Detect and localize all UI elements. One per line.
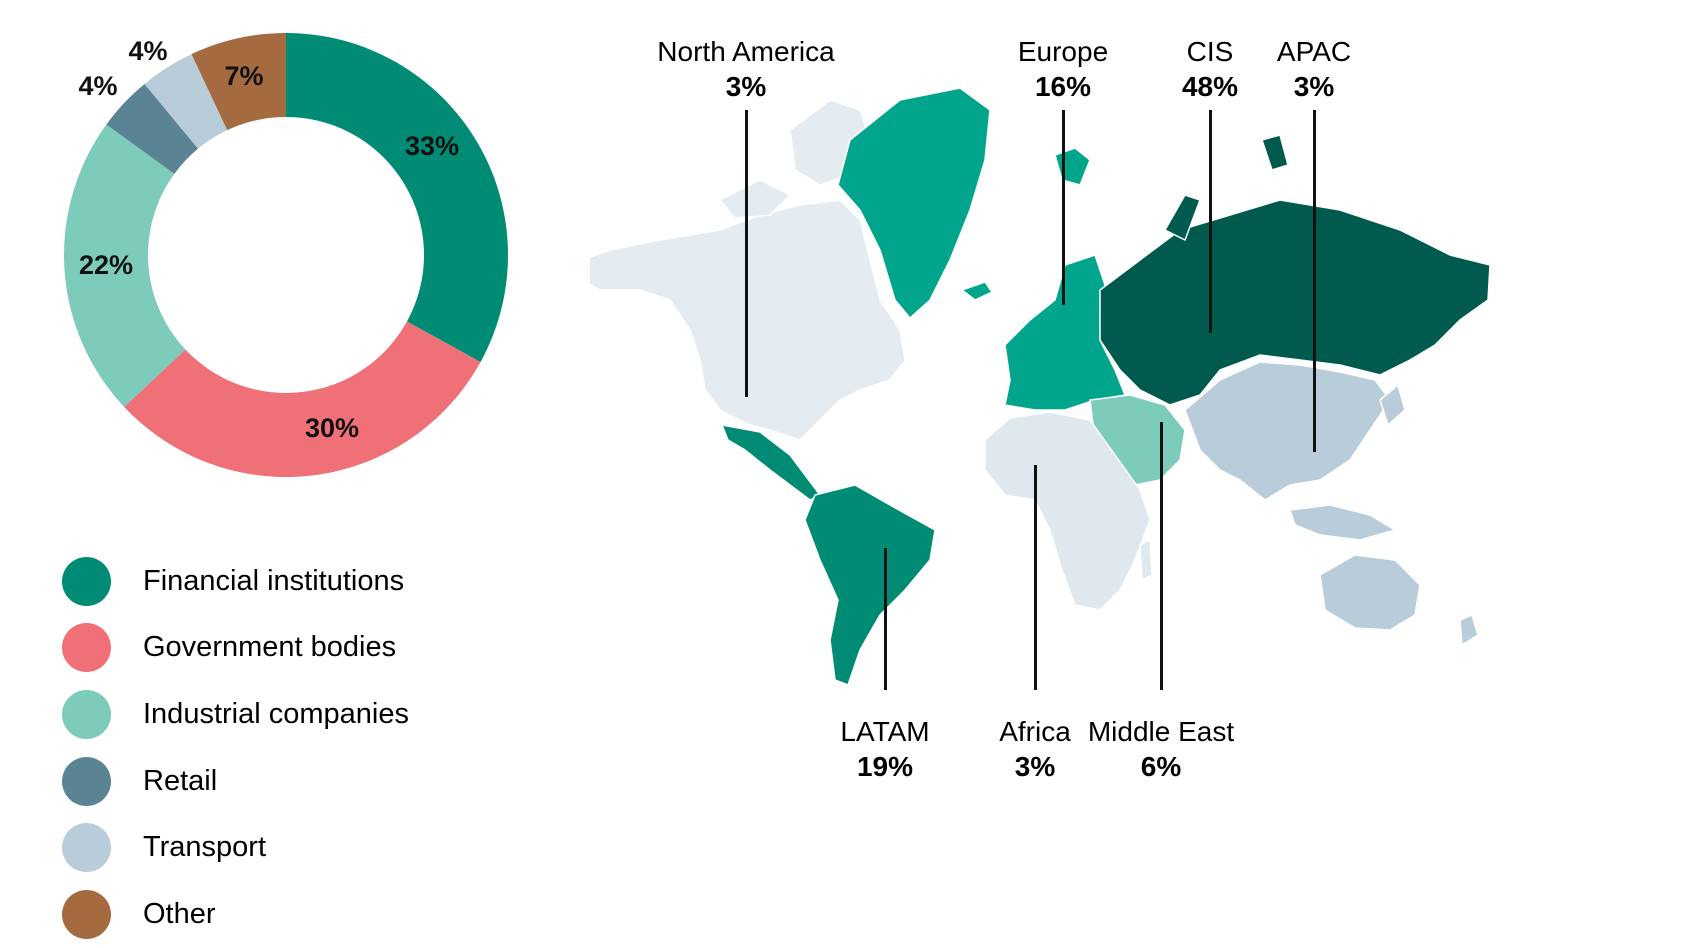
region-name: Middle East: [1087, 716, 1235, 747]
map-north-america: [590, 199, 906, 441]
legend-swatch: [62, 756, 111, 806]
region-percent: 19%: [856, 751, 914, 782]
map-cis: [1099, 199, 1491, 406]
region-name: LATAM: [840, 716, 930, 747]
donut-value-label: 4%: [128, 36, 167, 66]
leader-line: [1208, 110, 1212, 333]
legend-item: Other: [62, 881, 409, 948]
region-percent: 16%: [1034, 71, 1092, 102]
donut-slice-financial-institutions: [286, 33, 508, 362]
world-map: [590, 87, 1491, 686]
legend-label: Industrial companies: [143, 697, 409, 730]
donut-value-label: 33%: [405, 131, 459, 161]
donut-slice-retail: [106, 83, 199, 174]
map-africa: [984, 411, 1151, 611]
region-label-cis: CIS 48%: [1182, 34, 1238, 104]
region-label-latam: LATAM 19%: [840, 714, 929, 784]
region-percent: 3%: [1293, 71, 1335, 102]
map-new-zealand: [1459, 613, 1479, 647]
map-iceland: [960, 281, 994, 301]
legend-label: Transport: [143, 831, 267, 864]
region-label-apac: APAC 3%: [1277, 34, 1351, 104]
leader-line: [1312, 110, 1316, 452]
legend-swatch: [62, 889, 111, 939]
legend-swatch: [62, 623, 111, 673]
legend-item: Financial institutions: [62, 548, 409, 615]
map-apac-islands: [1288, 383, 1406, 541]
leader-line: [1033, 465, 1037, 690]
region-percent: 3%: [1014, 751, 1056, 782]
legend-item: Government bodies: [62, 615, 409, 682]
donut-slice-other: [191, 33, 286, 131]
donut-value-label: 30%: [305, 413, 359, 443]
legend-label: Retail: [143, 764, 218, 797]
map-south-america: [804, 484, 936, 686]
region-percent: 48%: [1181, 71, 1239, 102]
legend-swatch: [62, 556, 111, 606]
map-madagascar: [1139, 538, 1153, 582]
legend-label: Other: [143, 897, 216, 930]
legend-label: Government bodies: [143, 631, 397, 664]
region-name: APAC: [1276, 36, 1352, 67]
region-label-north-america: North America 3%: [657, 34, 834, 104]
legend-item: Industrial companies: [62, 681, 409, 748]
donut-slice-transport: [144, 54, 228, 149]
donut-value-label: 7%: [224, 61, 263, 91]
map-mexico: [720, 424, 822, 501]
region-name: North America: [657, 36, 835, 67]
donut-value-label: 4%: [78, 71, 117, 101]
map-novaya-zemlya: [1163, 134, 1289, 242]
region-name: CIS: [1186, 36, 1234, 67]
legend: Financial institutions Government bodies I…: [62, 548, 409, 948]
leader-line: [1061, 110, 1065, 305]
donut-slice-government-bodies: [124, 321, 481, 478]
map-europe: [1004, 254, 1127, 411]
map-svalbard: [1054, 147, 1091, 186]
region-name: Europe: [1017, 36, 1109, 67]
leader-line: [883, 548, 887, 690]
donut-slice-industrial-companies: [63, 124, 186, 407]
region-name: Africa: [999, 716, 1071, 747]
region-label-africa: Africa 3%: [999, 714, 1071, 784]
region-percent: 3%: [725, 71, 767, 102]
region-label-europe: Europe 16%: [1018, 34, 1108, 104]
donut-value-label: 22%: [79, 250, 133, 280]
legend-item: Retail: [62, 748, 409, 815]
donut-chart: 33% 30% 22% 4% 4% 7%: [63, 33, 508, 478]
map-australia: [1319, 554, 1421, 631]
region-label-middle-east: Middle East 6%: [1088, 714, 1234, 784]
legend-item: Transport: [62, 814, 409, 881]
leader-line: [1159, 422, 1163, 690]
legend-swatch: [62, 689, 111, 739]
legend-label: Financial institutions: [143, 564, 405, 597]
map-apac-asia: [1184, 361, 1391, 501]
legend-swatch: [62, 823, 111, 873]
map-greenland: [837, 87, 991, 320]
leader-line: [744, 110, 748, 397]
region-percent: 6%: [1140, 751, 1182, 782]
